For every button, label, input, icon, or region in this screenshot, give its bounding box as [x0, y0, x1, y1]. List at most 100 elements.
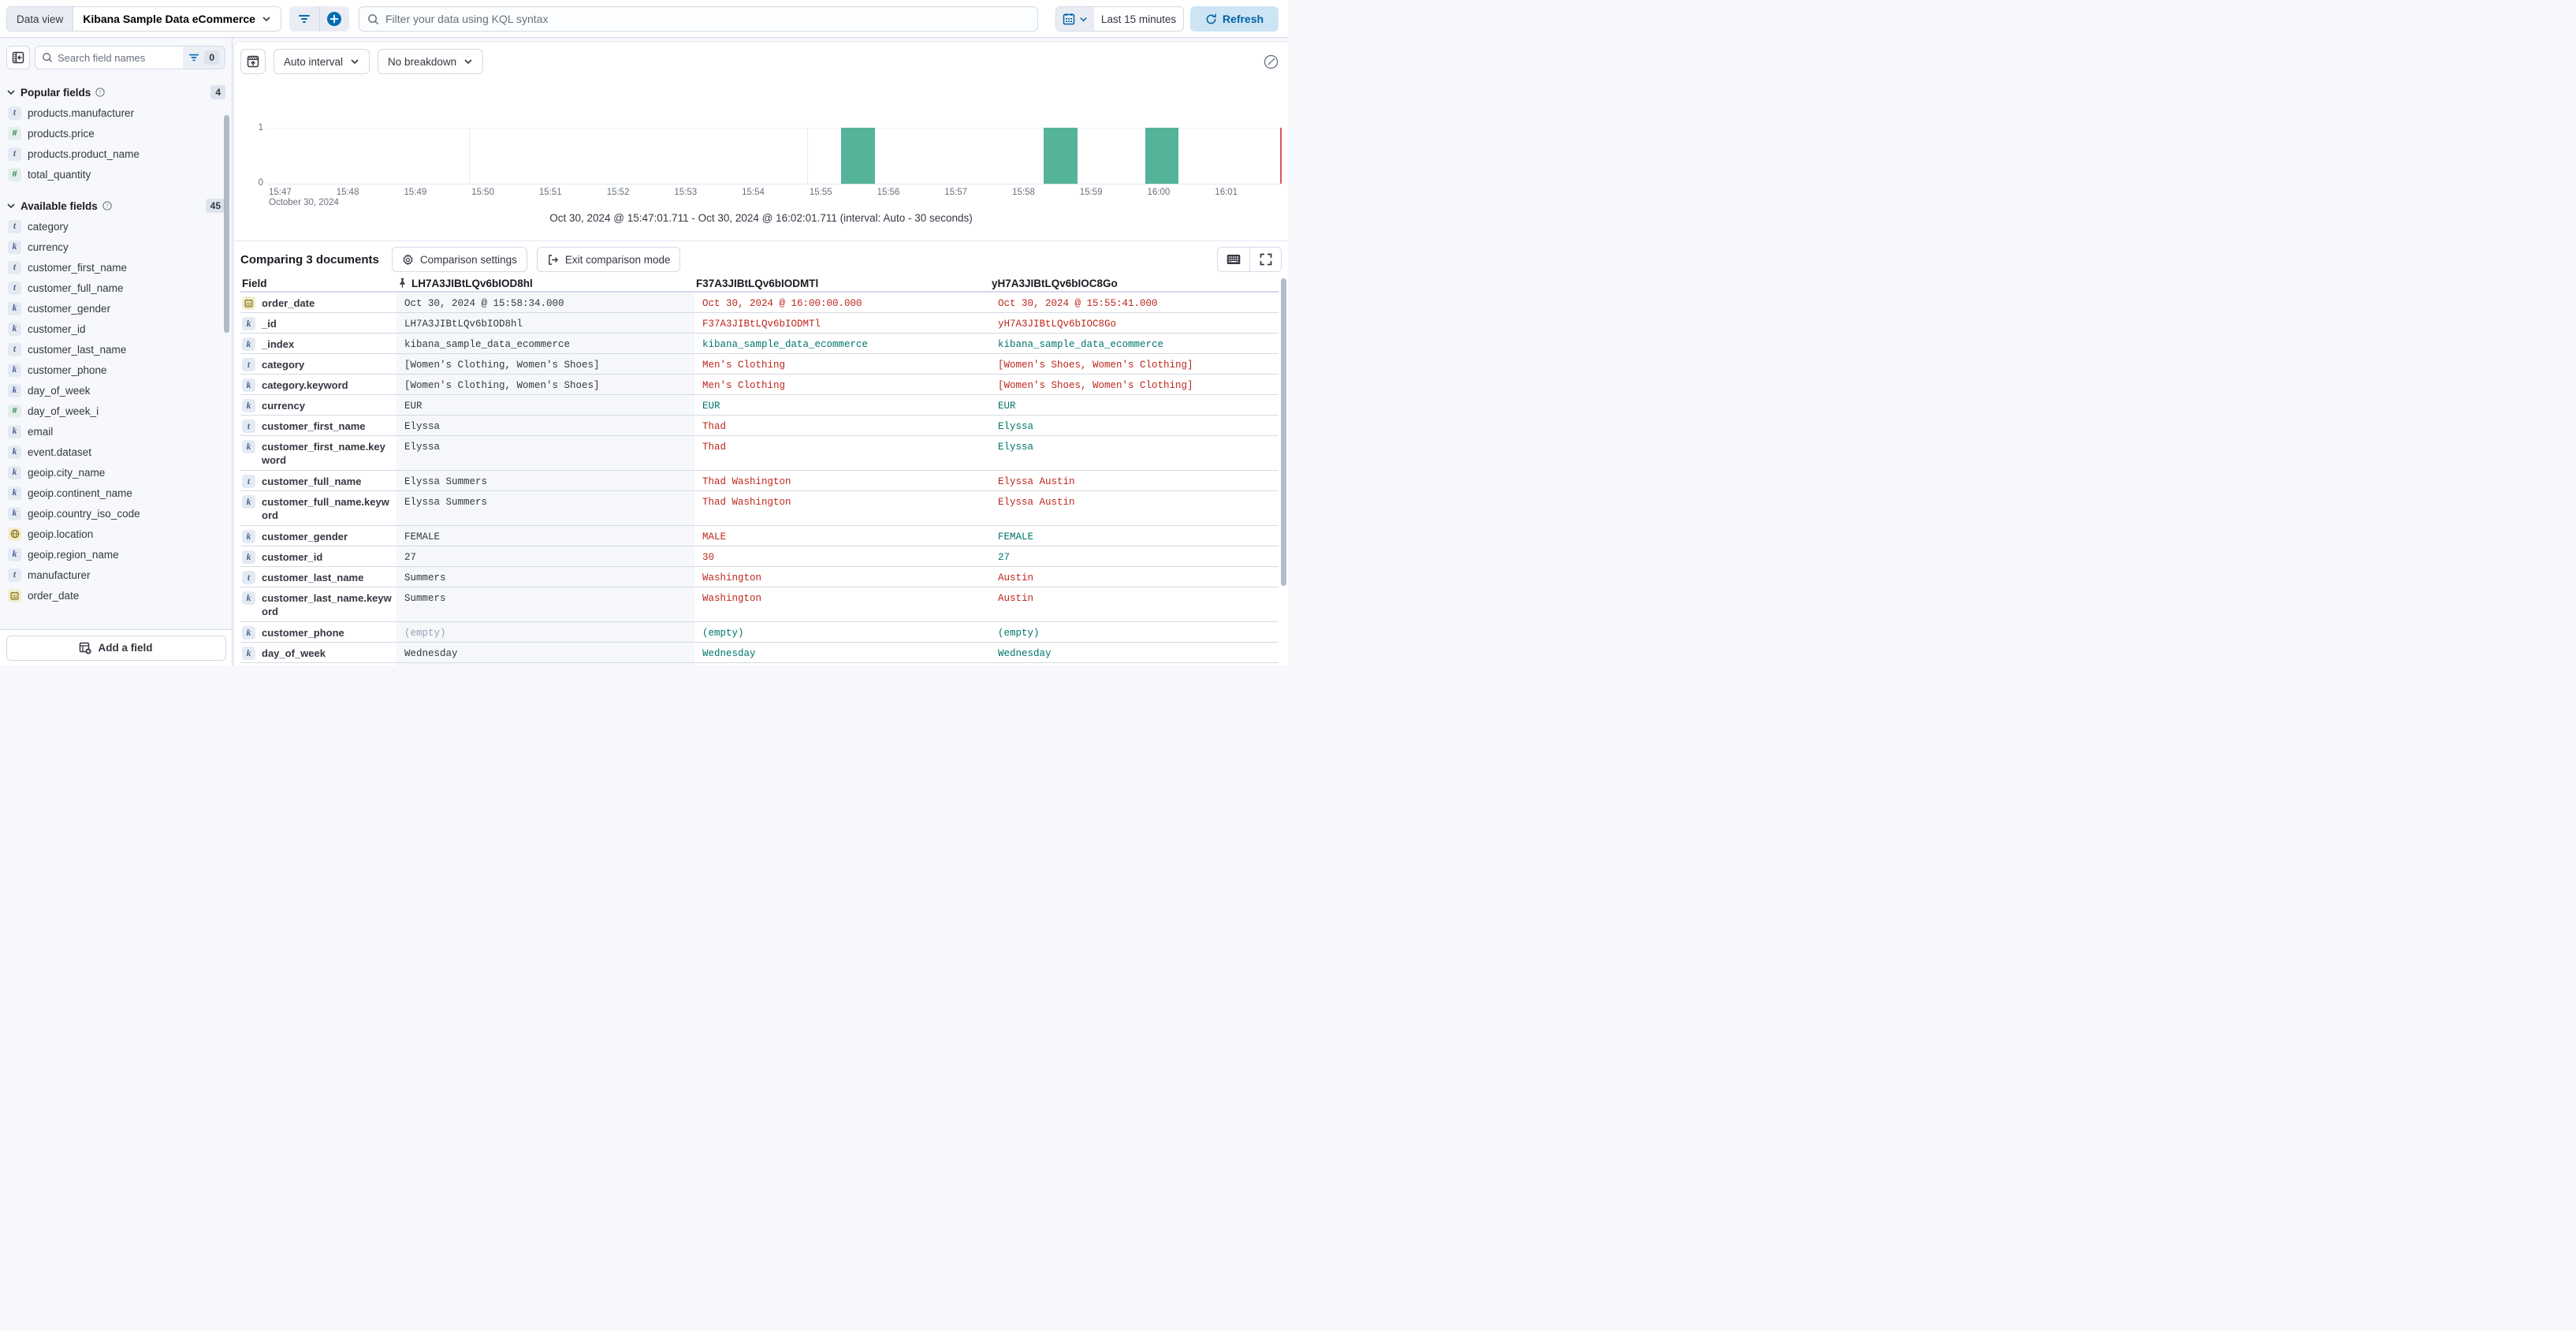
sidebar-field-item[interactable]: k email: [6, 421, 225, 442]
doc-value-cell: 2: [396, 663, 694, 666]
collapse-sidebar-button[interactable]: [6, 46, 30, 69]
sidebar-field-item[interactable]: t products.manufacturer: [6, 103, 225, 123]
field-type-icon-k: k: [242, 626, 255, 639]
field-type-icon-geo: [8, 527, 21, 541]
refresh-button[interactable]: Refresh: [1190, 6, 1279, 32]
sidebar-field-item[interactable]: k geoip.region_name: [6, 544, 225, 565]
sidebar-field-item[interactable]: # total_quantity: [6, 164, 225, 185]
field-type-icon-t: t: [8, 568, 21, 582]
table-scrollbar[interactable]: [1281, 278, 1286, 586]
doc-value-cell: Men's Clothing: [702, 380, 786, 391]
table-row: #day_of_week_i222: [240, 663, 1279, 666]
x-axis-tick-label: 16:01: [1215, 188, 1238, 197]
field-name-cell: t customer_first_name: [240, 416, 396, 435]
field-name-cell: k customer_last_name.keyword: [240, 587, 396, 621]
breakdown-select[interactable]: No breakdown: [378, 49, 484, 74]
available-fields-header[interactable]: Available fields ? 45: [6, 196, 225, 216]
kql-search-input[interactable]: [385, 13, 1029, 25]
doc-value-cell: Elyssa Austin: [998, 476, 1075, 487]
histogram-bar[interactable]: [840, 128, 875, 184]
kql-search-bar: [359, 6, 1038, 32]
sidebar-field-item[interactable]: # products.price: [6, 123, 225, 144]
filter-icon[interactable]: [289, 6, 319, 32]
interval-select[interactable]: Auto interval: [274, 49, 370, 74]
doc-value-cell: Oct 30, 2024 @ 16:00:00.000: [702, 298, 862, 309]
doc-column-header[interactable]: F37A3JIBtLQv6bIODMTl: [696, 277, 819, 289]
sidebar-field-item[interactable]: order_date: [6, 585, 225, 606]
chart-brush-button[interactable]: [240, 49, 266, 74]
comparison-table: Field LH7A3JIBtLQv6bIOD8hl F37A3JIBtLQv6b…: [240, 275, 1279, 666]
sidebar-field-item[interactable]: t customer_full_name: [6, 278, 225, 298]
doc-value-cell: 27: [998, 552, 1011, 563]
sidebar-field-item[interactable]: t customer_first_name: [6, 257, 225, 278]
sidebar-field-item[interactable]: t manufacturer: [6, 565, 225, 585]
field-name: customer_last_name: [262, 572, 364, 583]
sidebar-scrollbar[interactable]: [224, 115, 229, 333]
field-search-input[interactable]: [53, 51, 184, 64]
info-icon: ?: [95, 88, 105, 97]
sidebar-field-item[interactable]: k currency: [6, 237, 225, 257]
sidebar-field-item[interactable]: k geoip.city_name: [6, 462, 225, 483]
field-type-icon-k: k: [242, 647, 255, 660]
sidebar-field-item[interactable]: geoip.location: [6, 524, 225, 544]
popular-fields-header[interactable]: Popular fields ? 4: [6, 82, 225, 103]
doc-value-cell: Washington: [702, 593, 762, 604]
field-name: _id: [262, 318, 277, 330]
comparison-settings-button[interactable]: Comparison settings: [391, 247, 527, 272]
histogram-bar[interactable]: [1043, 128, 1078, 184]
doc-value-cell: Elyssa Summers: [396, 471, 694, 490]
doc-value-cell: 2: [694, 663, 990, 666]
field-name-cell: k _id: [240, 313, 396, 333]
field-name: customer_full_name.keyword: [262, 496, 389, 521]
table-row: t customer_first_name Elyssa Thad Elyssa: [240, 416, 1279, 436]
field-name: customer_last_name: [28, 343, 127, 356]
x-axis-tick-label: 15:59: [1079, 188, 1103, 197]
sidebar-field-item[interactable]: t products.product_name: [6, 144, 225, 164]
field-type-icon-t: t: [242, 571, 255, 584]
table-row: k day_of_week Wednesday Wednesday Wednesday: [240, 643, 1279, 663]
calendar-button[interactable]: [1056, 7, 1094, 31]
x-axis-tick-label: 15:58: [1012, 188, 1035, 197]
doc-column-header[interactable]: yH7A3JIBtLQv6bIOC8Go: [992, 277, 1118, 289]
field-name-cell: k _index: [240, 334, 396, 353]
doc-column-header[interactable]: LH7A3JIBtLQv6bIOD8hl: [396, 278, 694, 289]
field-type-icon-t: t: [8, 106, 21, 120]
gridline: [469, 128, 471, 184]
doc-value-cell: Summers: [396, 587, 694, 621]
x-axis-tick-label: 15:56: [877, 188, 900, 197]
x-axis: [266, 184, 1280, 185]
collapse-sidebar-icon: [12, 51, 24, 64]
sidebar-field-item[interactable]: t customer_last_name: [6, 339, 225, 360]
add-field-icon: [80, 642, 92, 654]
exit-icon: [549, 254, 558, 265]
add-field-button[interactable]: Add a field: [6, 635, 226, 661]
sidebar-field-item[interactable]: k customer_phone: [6, 360, 225, 380]
doc-value-cell: Elyssa: [998, 442, 1034, 453]
field-name: customer_id: [262, 551, 323, 563]
sidebar-field-item[interactable]: t category: [6, 216, 225, 237]
add-filter-button[interactable]: [318, 6, 350, 32]
x-axis-tick-label: 15:57: [944, 188, 968, 197]
chart-options-button[interactable]: [1260, 50, 1282, 73]
data-view-select[interactable]: Kibana Sample Data eCommerce: [73, 7, 281, 31]
sidebar-field-item[interactable]: k geoip.continent_name: [6, 483, 225, 503]
sidebar-field-item[interactable]: k day_of_week: [6, 380, 225, 401]
field-type-icon-k: k: [8, 322, 21, 336]
histogram-bar[interactable]: [1145, 128, 1179, 184]
time-range-value[interactable]: Last 15 minutes: [1094, 7, 1183, 31]
sidebar-field-item[interactable]: k geoip.country_iso_code: [6, 503, 225, 524]
keyboard-shortcuts-button[interactable]: [1218, 248, 1249, 271]
fullscreen-button[interactable]: [1249, 248, 1281, 271]
chevron-down-icon: [7, 90, 15, 95]
field-type-icon-k: k: [8, 465, 21, 479]
field-type-icon-k: k: [8, 240, 21, 254]
doc-value-cell: Thad: [702, 421, 727, 432]
field-filter-button[interactable]: 0: [183, 47, 225, 69]
sidebar-field-item[interactable]: k event.dataset: [6, 442, 225, 462]
x-axis-tick-label: 16:00: [1147, 188, 1171, 197]
sidebar-field-item[interactable]: # day_of_week_i: [6, 401, 225, 421]
exit-comparison-button[interactable]: Exit comparison mode: [536, 247, 681, 272]
sidebar-field-item[interactable]: k customer_gender: [6, 298, 225, 319]
sidebar-field-item[interactable]: k customer_id: [6, 319, 225, 339]
field-type-icon-k: k: [8, 301, 21, 315]
